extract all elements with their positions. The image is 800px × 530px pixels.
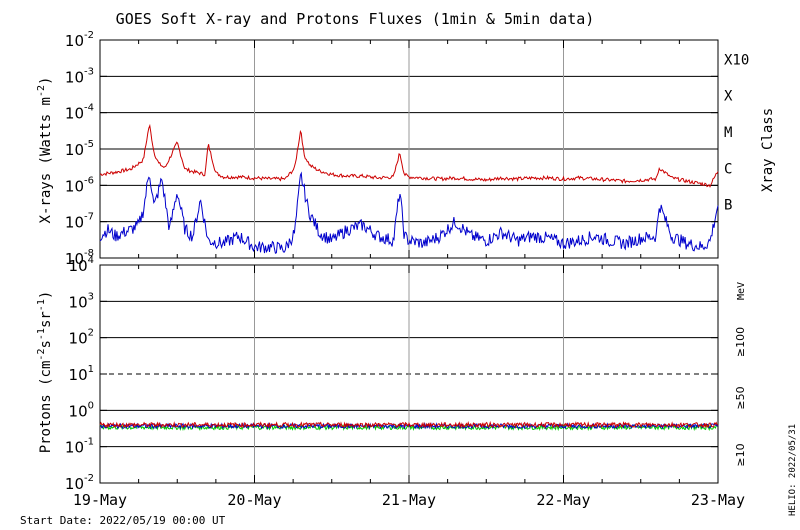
x-tick-label: 23-May <box>691 491 745 509</box>
xray-class-label: X10 <box>724 52 749 68</box>
chart-title: GOES Soft X-ray and Protons Fluxes (1min… <box>116 10 595 28</box>
xray-panel: 10-8 10-7 10-6 10-5 10-4 10-3 10-2 B C M X X10 Xra… <box>36 30 776 268</box>
y-tick-label: 101 <box>69 364 94 384</box>
xray-class-label: C <box>724 161 732 177</box>
x-tick-label: 22-May <box>536 491 590 509</box>
y-tick-label: 10-1 <box>65 437 94 457</box>
y-tick-label: 10-8 <box>65 248 94 268</box>
y-tick-label: 10-3 <box>65 66 94 86</box>
proton-unit-label: MeV <box>736 282 747 300</box>
proton-legend-item: ≥100 <box>734 327 747 357</box>
helio-credit: HELIO: 2022/05/31 <box>788 424 798 516</box>
y-tick-label: 10-2 <box>65 30 94 50</box>
xray-series-line-0 <box>99 123 719 188</box>
y-tick-label: 104 <box>69 255 94 275</box>
xray-class-label: M <box>724 125 732 141</box>
y-tick-label: 10-4 <box>65 103 94 123</box>
y-tick-label: 10-2 <box>65 473 94 493</box>
y-tick-label: 10-7 <box>65 212 94 232</box>
y-tick-label: 100 <box>69 400 94 420</box>
y-tick-label: 10-6 <box>65 175 94 195</box>
xray-series-group <box>99 123 719 254</box>
proton-legend-item: ≥10 <box>734 443 747 466</box>
proton-series-line <box>99 423 719 432</box>
xray-class-axis-label: Xray Class <box>760 108 776 192</box>
xray-class-label: X <box>724 89 733 105</box>
xray-class-label: B <box>724 198 732 214</box>
proton-panel: 10-2 10-1 100 101 102 103 104 MeV ≥10 ≥50 ≥100 P… <box>36 255 747 493</box>
proton-series-group <box>99 420 719 432</box>
proton-grid <box>100 265 718 483</box>
xray-series-line-1 <box>99 171 719 254</box>
x-axis-ticks: 19-May 20-May 21-May 22-May 23-May <box>73 491 745 509</box>
proton-legend-item: ≥50 <box>734 386 747 409</box>
x-tick-label: 21-May <box>382 491 436 509</box>
y-tick-label: 102 <box>69 328 94 348</box>
xray-grid <box>100 40 718 258</box>
xray-y-axis-label: X-rays (Watts m-2) <box>36 77 54 224</box>
x-tick-label: 19-May <box>73 491 127 509</box>
x-tick-label: 20-May <box>227 491 281 509</box>
proton-series-line <box>99 420 719 429</box>
proton-y-axis-label: Protons (cm-2s-1sr-1) <box>36 291 54 454</box>
xray-y-ticks: 10-8 10-7 10-6 10-5 10-4 10-3 10-2 <box>65 30 718 268</box>
y-tick-label: 10-5 <box>65 139 94 159</box>
y-tick-label: 103 <box>69 291 94 311</box>
xray-class-labels: B C M X X10 <box>724 52 749 213</box>
proton-legend: ≥10 ≥50 ≥100 <box>734 327 747 467</box>
proton-y-ticks: 10-2 10-1 100 101 102 103 104 <box>65 255 718 493</box>
start-date: Start Date: 2022/05/19 00:00 UT <box>20 514 226 527</box>
